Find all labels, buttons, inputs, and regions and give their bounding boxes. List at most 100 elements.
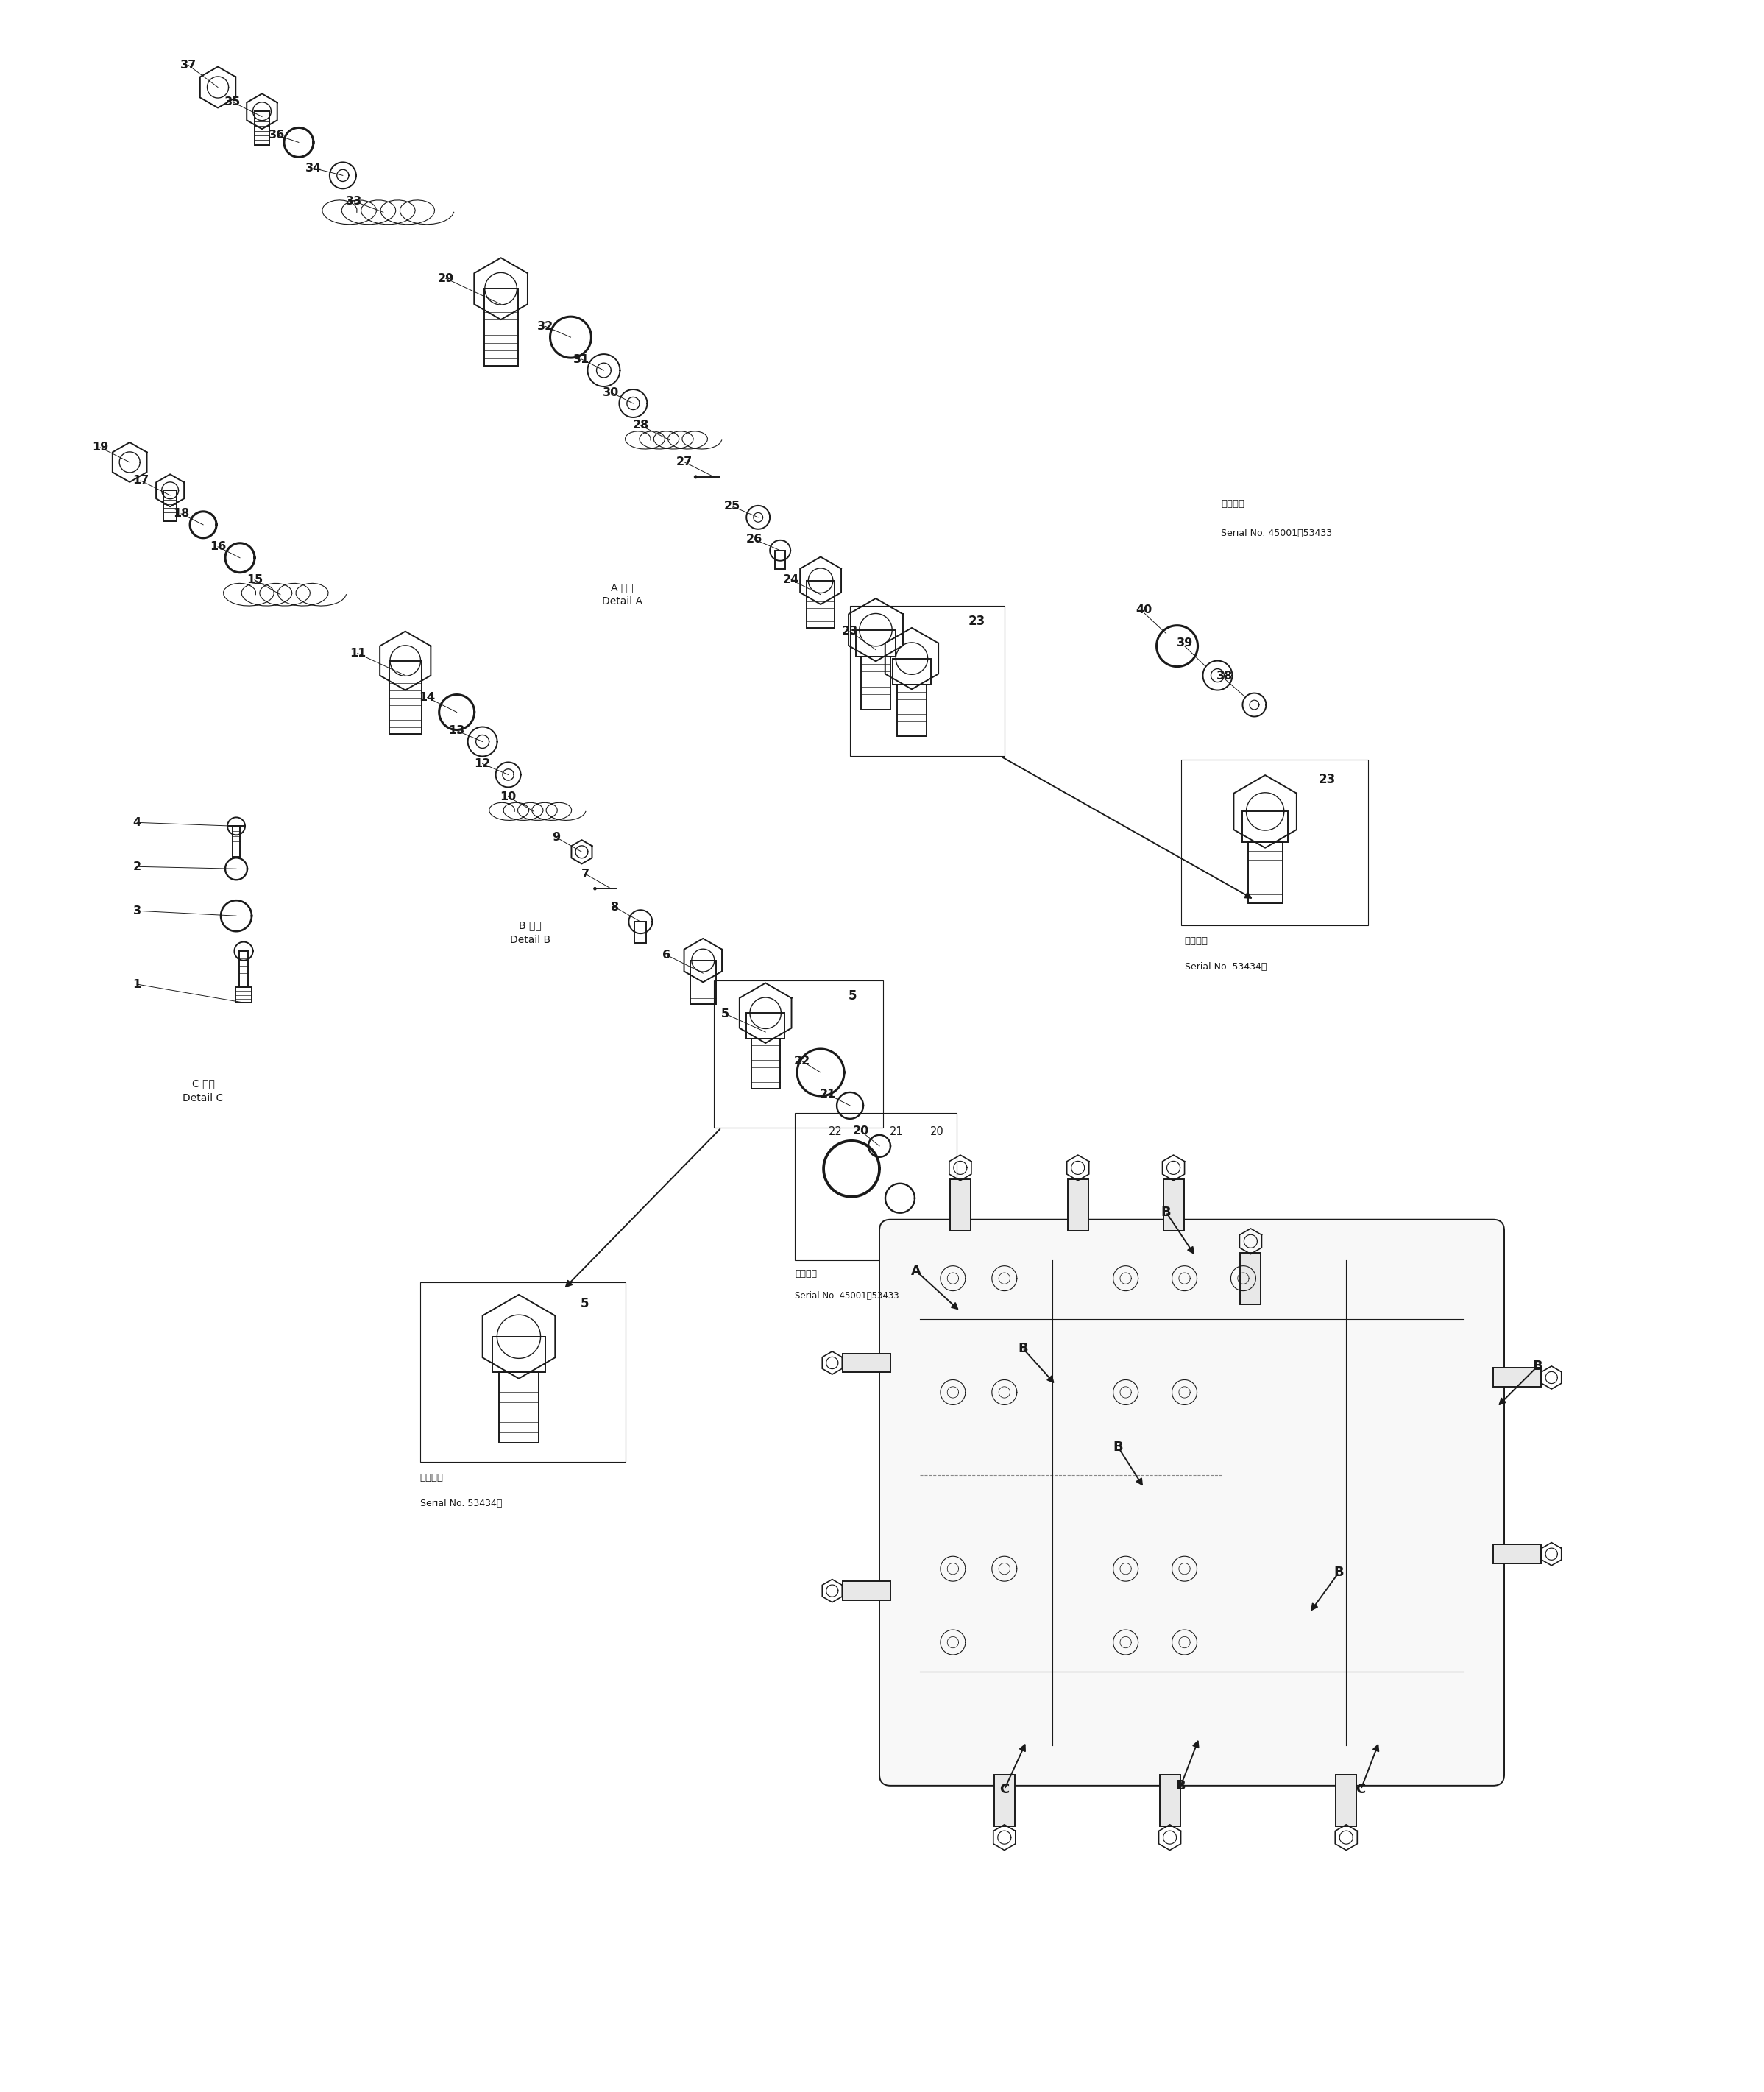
Text: 適用号機: 適用号機 <box>796 1268 817 1278</box>
Text: 30: 30 <box>603 387 619 397</box>
Bar <box>164 490 176 521</box>
Text: 24: 24 <box>783 575 799 586</box>
Text: C 詳細
Detail C: C 詳細 Detail C <box>183 1079 224 1102</box>
Text: 39: 39 <box>1177 638 1192 649</box>
Bar <box>233 826 240 858</box>
Bar <box>238 952 249 987</box>
Bar <box>856 630 896 657</box>
Text: 14: 14 <box>420 692 436 703</box>
Bar <box>1159 1774 1180 1826</box>
Text: 13: 13 <box>448 726 466 736</box>
Text: 18: 18 <box>173 508 189 519</box>
Bar <box>1492 1368 1542 1387</box>
Text: B: B <box>1018 1341 1028 1356</box>
Text: 5: 5 <box>580 1297 589 1310</box>
Text: 40: 40 <box>1136 605 1152 615</box>
Text: 20: 20 <box>930 1125 944 1138</box>
Circle shape <box>594 887 596 889</box>
Text: 23: 23 <box>968 615 984 628</box>
Text: Serial No. 45001～53433: Serial No. 45001～53433 <box>796 1291 900 1301</box>
Text: B 詳細
Detail B: B 詳細 Detail B <box>510 920 550 946</box>
Text: B: B <box>1334 1565 1344 1579</box>
Bar <box>774 550 785 569</box>
Text: 1: 1 <box>132 979 141 990</box>
Text: B: B <box>1161 1205 1171 1220</box>
Text: 36: 36 <box>268 130 284 140</box>
Bar <box>861 657 891 709</box>
Text: 29: 29 <box>437 272 453 285</box>
Text: 8: 8 <box>610 902 619 912</box>
Bar <box>492 1337 545 1372</box>
Text: 5: 5 <box>721 1008 729 1019</box>
Text: 10: 10 <box>499 791 517 801</box>
Bar <box>796 1113 956 1259</box>
Bar <box>420 1282 626 1462</box>
Text: 22: 22 <box>794 1056 810 1067</box>
Bar <box>843 1582 891 1600</box>
Text: B: B <box>1177 1778 1185 1793</box>
Text: 3: 3 <box>132 906 141 916</box>
Bar <box>1067 1180 1088 1230</box>
Text: 37: 37 <box>180 61 196 71</box>
Bar <box>483 289 519 366</box>
Text: 適用号機: 適用号機 <box>1184 937 1208 946</box>
Text: 22: 22 <box>829 1125 841 1138</box>
Bar <box>951 1180 970 1230</box>
Bar <box>995 1774 1014 1826</box>
Text: 15: 15 <box>247 575 263 586</box>
Bar <box>390 661 422 734</box>
Text: 17: 17 <box>132 475 148 485</box>
Bar <box>1247 843 1282 904</box>
Bar <box>746 1013 785 1038</box>
Bar <box>635 923 646 943</box>
Text: Serial No. 53434～: Serial No. 53434～ <box>420 1498 503 1508</box>
Bar <box>1242 812 1288 843</box>
Text: 35: 35 <box>224 96 240 107</box>
Text: Serial No. 45001～53433: Serial No. 45001～53433 <box>1221 529 1332 538</box>
Bar <box>1492 1544 1542 1563</box>
Text: C: C <box>1000 1782 1009 1795</box>
Bar <box>1180 759 1369 925</box>
Text: 7: 7 <box>582 868 589 879</box>
Text: 20: 20 <box>852 1125 870 1136</box>
Bar <box>850 605 1004 757</box>
Text: 2: 2 <box>132 862 141 872</box>
Text: 4: 4 <box>132 818 141 828</box>
Text: A 詳細
Detail A: A 詳細 Detail A <box>602 582 642 607</box>
Text: Serial No. 53434～: Serial No. 53434～ <box>1184 962 1267 973</box>
Text: B: B <box>1533 1360 1542 1372</box>
Text: 16: 16 <box>210 542 226 552</box>
Bar <box>898 684 926 736</box>
Bar <box>806 582 834 628</box>
Circle shape <box>695 475 697 479</box>
Text: 34: 34 <box>305 163 321 174</box>
Text: 適用号機: 適用号機 <box>420 1473 443 1483</box>
Text: 33: 33 <box>346 197 362 207</box>
Text: 6: 6 <box>662 950 670 960</box>
Text: 21: 21 <box>889 1125 903 1138</box>
Text: A: A <box>910 1264 921 1278</box>
Text: 19: 19 <box>92 441 108 454</box>
Bar <box>690 960 716 1004</box>
Text: 9: 9 <box>552 833 561 843</box>
Text: 23: 23 <box>1318 772 1335 787</box>
Text: 21: 21 <box>820 1090 836 1100</box>
Text: 23: 23 <box>841 626 859 636</box>
Text: 32: 32 <box>536 320 554 333</box>
Text: 26: 26 <box>746 533 762 544</box>
Bar <box>893 659 931 684</box>
Bar <box>499 1372 538 1443</box>
Text: 25: 25 <box>725 500 741 513</box>
Text: 28: 28 <box>632 420 649 431</box>
Bar <box>714 981 884 1128</box>
Bar <box>1240 1253 1261 1303</box>
Bar <box>256 111 270 144</box>
Text: 12: 12 <box>475 757 490 770</box>
Bar <box>751 1038 780 1090</box>
Text: 適用号機: 適用号機 <box>1221 500 1245 508</box>
Text: C: C <box>1357 1782 1365 1795</box>
Bar <box>1335 1774 1357 1826</box>
Text: B: B <box>1113 1441 1124 1454</box>
Bar <box>235 987 252 1002</box>
Text: 38: 38 <box>1217 669 1233 682</box>
